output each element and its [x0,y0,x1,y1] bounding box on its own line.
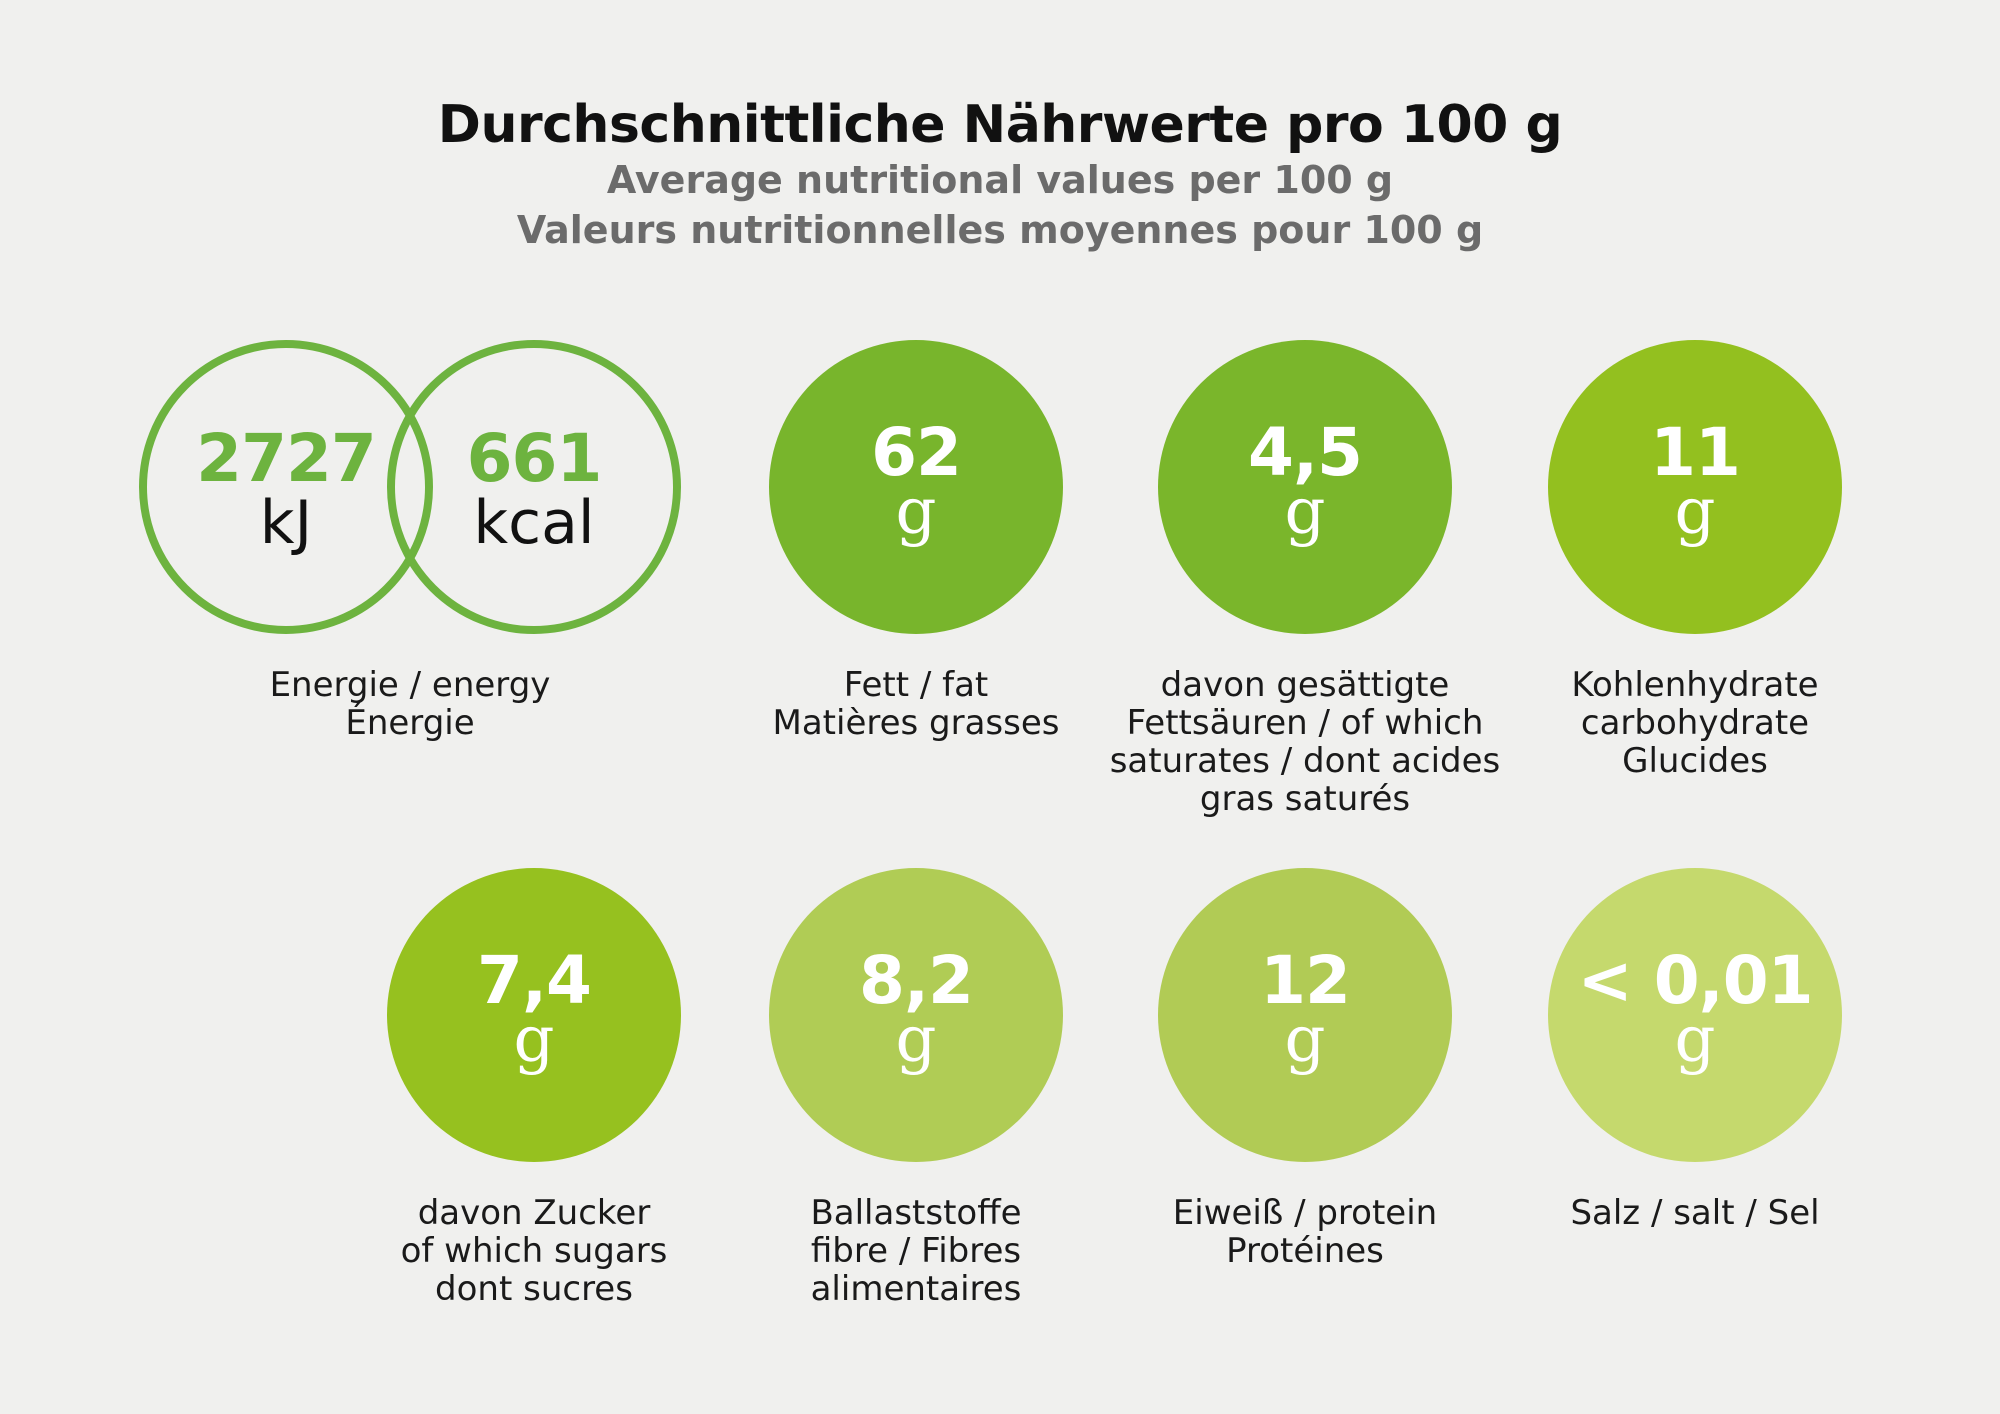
saturates-circle: 4,5 g [1158,340,1452,634]
label-line: Énergie [345,703,475,743]
label-line: fibre / Fibres [810,1231,1022,1271]
saturates-label: davon gesättigte Fettsäuren / of which sat… [1095,666,1515,818]
energy-label: Energie / energy Énergie [200,666,620,742]
protein-circle: 12 g [1158,868,1452,1162]
label-line: Energie / energy [269,665,551,705]
fibre-unit: g [895,1003,937,1077]
label-line: Kohlenhydrate [1571,665,1819,705]
saturates-unit: g [1284,475,1326,549]
salt-unit: g [1674,1003,1716,1077]
subtitle-en: Average nutritional values per 100 g [606,158,1394,202]
label-line: Fettsäuren / of which [1126,703,1484,743]
sugars-unit: g [513,1003,555,1077]
protein-value: 12 [1260,942,1351,1019]
label-line: dont sucres [435,1269,633,1309]
fibre-label: Ballaststoffe fibre / Fibres alimentaires [706,1194,1126,1308]
carbohydrate-unit: g [1674,475,1716,549]
fat-label: Fett / fat Matières grasses [706,666,1126,742]
label-line: davon gesättigte [1160,665,1450,705]
carbohydrate-label: Kohlenhydrate carbohydrate Glucides [1485,666,1905,780]
protein-label: Eiweiß / protein Protéines [1095,1194,1515,1270]
energy-kcal-circle: 661 kcal [387,340,681,634]
salt-label: Salz / salt / Sel [1485,1194,1905,1232]
energy-kcal-unit: kcal [473,488,595,558]
fat-unit: g [895,475,937,549]
fat-value: 62 [871,414,962,491]
label-line: davon Zucker [417,1193,651,1233]
label-line: Matières grasses [772,703,1060,743]
label-line: carbohydrate [1580,703,1810,743]
fibre-value: 8,2 [859,942,974,1019]
label-line: Fett / fat [843,665,989,705]
label-line: Salz / salt / Sel [1570,1193,1820,1233]
sugars-value: 7,4 [477,942,592,1019]
energy-kcal-value: 661 [466,420,603,497]
sugars-circle: 7,4 g [387,868,681,1162]
subtitle-fr: Valeurs nutritionnelles moyennes pour 10… [516,208,1484,252]
label-line: alimentaires [810,1269,1022,1309]
energy-kj-value: 2727 [196,420,377,497]
label-line: Glucides [1622,741,1768,781]
energy-kj-unit: kJ [259,488,313,558]
fat-circle: 62 g [769,340,1063,634]
salt-value: < 0,01 [1577,942,1813,1019]
label-line: saturates / dont acides [1109,741,1501,781]
fibre-circle: 8,2 g [769,868,1063,1162]
salt-circle: < 0,01 g [1548,868,1842,1162]
sugars-label: davon Zucker of which sugars dont sucres [324,1194,744,1308]
carbohydrate-circle: 11 g [1548,340,1842,634]
label-line: gras saturés [1199,779,1411,819]
label-line: Ballaststoffe [810,1193,1022,1233]
carbohydrate-value: 11 [1650,414,1741,491]
label-line: Eiweiß / protein [1172,1193,1438,1233]
label-line: Protéines [1226,1231,1384,1271]
label-line: of which sugars [400,1231,668,1271]
protein-unit: g [1284,1003,1326,1077]
title-de: Durchschnittliche Nährwerte pro 100 g [437,95,1563,155]
saturates-value: 4,5 [1248,414,1363,491]
